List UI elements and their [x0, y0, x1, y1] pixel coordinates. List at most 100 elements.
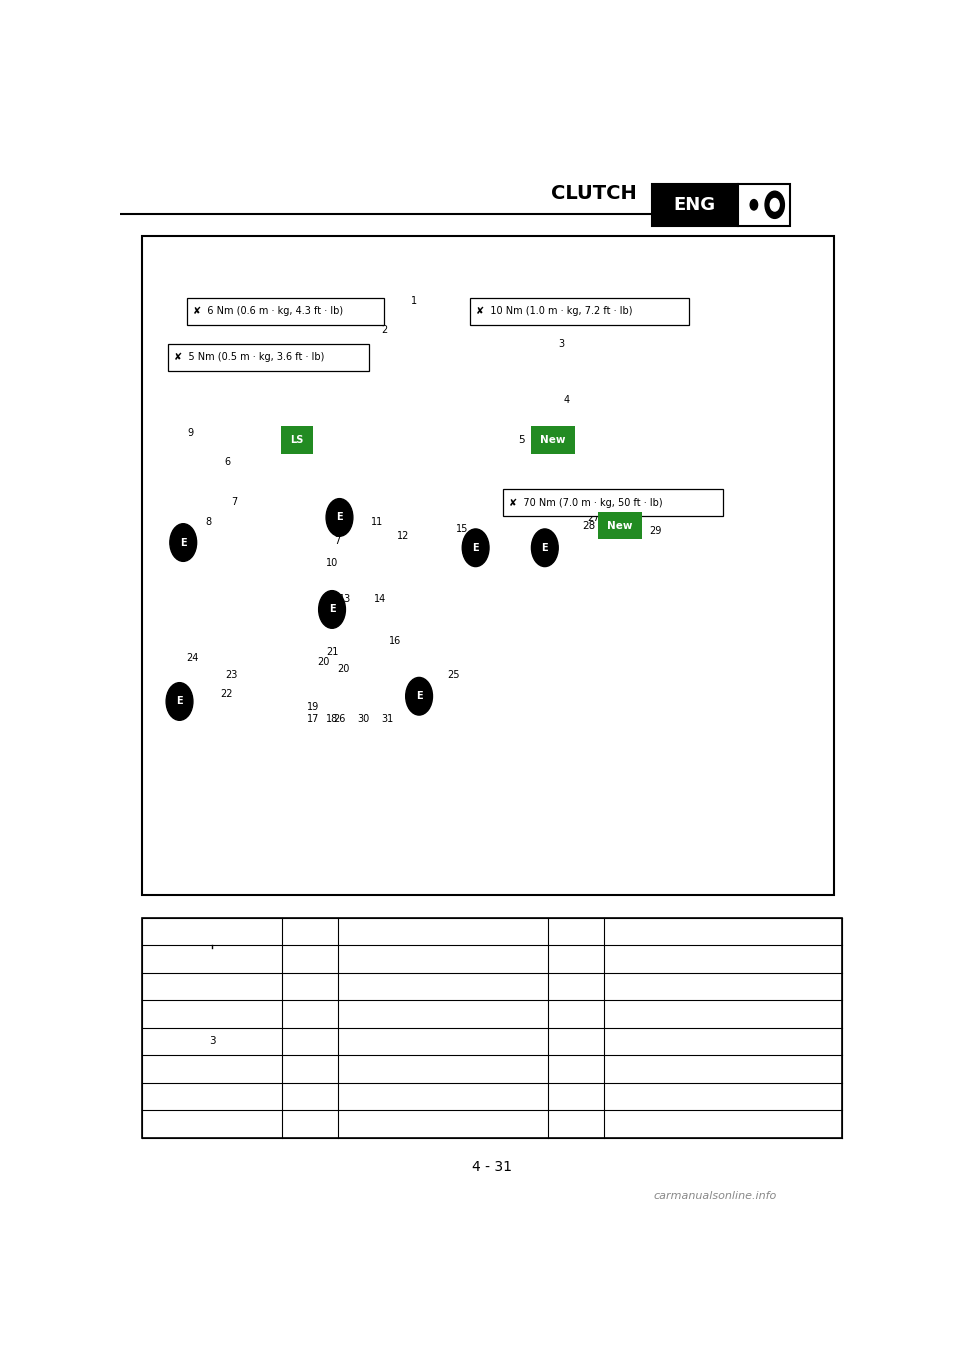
Text: 1: 1: [572, 1063, 579, 1074]
Circle shape: [463, 530, 489, 566]
Text: 19: 19: [307, 702, 320, 712]
Text: 21: 21: [325, 648, 338, 657]
Text: 31: 31: [382, 714, 394, 724]
Text: 23: 23: [226, 671, 238, 680]
Text: New: New: [540, 435, 565, 445]
Bar: [532, 426, 575, 454]
Bar: [142, 236, 834, 895]
Circle shape: [326, 498, 353, 536]
Text: 26: 26: [333, 714, 346, 724]
Text: 5: 5: [518, 435, 525, 445]
Circle shape: [319, 591, 346, 629]
Text: Washer: Washer: [344, 982, 383, 991]
Text: E: E: [328, 604, 335, 614]
Text: 27: 27: [303, 1009, 317, 1018]
Text: ✘  5 Nm (0.5 m · kg, 3.6 ft · lb): ✘ 5 Nm (0.5 m · kg, 3.6 ft · lb): [175, 353, 324, 363]
Text: Q'ty: Q'ty: [565, 926, 587, 937]
Text: Lock washer: Lock washer: [344, 1036, 409, 1047]
Text: 9: 9: [187, 428, 194, 437]
Text: E: E: [541, 543, 548, 553]
Text: ✘  10 Nm (1.0 m · kg, 7.2 ft · lb): ✘ 10 Nm (1.0 m · kg, 7.2 ft · lb): [475, 307, 632, 316]
Text: 16: 16: [389, 636, 401, 646]
Text: 25: 25: [303, 955, 317, 964]
Text: 4: 4: [564, 395, 569, 405]
Text: E: E: [180, 538, 186, 547]
Text: Primary driven gear nut: Primary driven gear nut: [344, 1009, 468, 1018]
Text: 1: 1: [572, 1092, 579, 1101]
Text: E: E: [416, 691, 422, 701]
Text: 1: 1: [572, 1119, 579, 1128]
Text: 3: 3: [209, 1036, 216, 1047]
Bar: [142, 918, 842, 1138]
Text: Primary drive gear: Primary drive gear: [344, 1092, 442, 1101]
Text: CLUTCH: CLUTCH: [551, 183, 637, 202]
Text: 18: 18: [325, 714, 338, 724]
Text: LS: LS: [290, 435, 303, 445]
Text: 20: 20: [318, 657, 330, 667]
Text: 3: 3: [558, 340, 564, 349]
Text: 17: 17: [307, 714, 320, 724]
Text: 13: 13: [339, 593, 351, 604]
Text: 29: 29: [650, 526, 661, 536]
Text: 1: 1: [572, 955, 579, 964]
Text: 1: 1: [572, 1036, 579, 1047]
Text: 6: 6: [225, 458, 231, 467]
Text: (3): (3): [327, 505, 341, 515]
Circle shape: [532, 530, 558, 566]
Bar: [503, 489, 723, 516]
Text: E: E: [336, 512, 343, 523]
Text: 1: 1: [572, 1009, 579, 1018]
Text: 20: 20: [337, 664, 349, 674]
Text: 31: 31: [303, 1119, 317, 1128]
Text: 8: 8: [205, 516, 211, 527]
Bar: [598, 512, 641, 539]
Text: 1: 1: [572, 982, 579, 991]
Text: ✘  70 Nm (7.0 m · kg, 50 ft · lb): ✘ 70 Nm (7.0 m · kg, 50 ft · lb): [509, 498, 662, 508]
Text: 10: 10: [325, 558, 338, 569]
Text: carmanualsonline.info: carmanualsonline.info: [654, 1191, 777, 1200]
Bar: [737, 183, 789, 225]
Text: 7: 7: [230, 497, 237, 507]
Text: 27: 27: [588, 513, 600, 523]
Text: 24: 24: [186, 653, 199, 663]
Text: 29: 29: [303, 1063, 317, 1074]
Text: 12: 12: [396, 531, 409, 542]
Text: Spring: Spring: [344, 955, 378, 964]
Text: 26: 26: [303, 982, 317, 991]
Text: 25: 25: [447, 671, 460, 680]
Text: ENG: ENG: [673, 196, 715, 213]
Bar: [168, 344, 370, 371]
Text: 1: 1: [411, 296, 417, 306]
Bar: [652, 183, 737, 225]
Text: 28: 28: [303, 1036, 317, 1047]
Text: 22: 22: [220, 689, 232, 699]
Bar: [469, 297, 689, 325]
Circle shape: [166, 683, 193, 720]
Text: 14: 14: [374, 593, 387, 604]
Bar: [280, 426, 313, 454]
Text: 2: 2: [381, 326, 387, 335]
Text: Extent of removal: Extent of removal: [166, 926, 259, 937]
Text: ✘  6 Nm (0.6 m · kg, 4.3 ft · lb): ✘ 6 Nm (0.6 m · kg, 4.3 ft · lb): [193, 307, 343, 316]
Text: Remarks: Remarks: [700, 926, 746, 937]
Text: 7: 7: [334, 536, 341, 546]
Text: Collar: Collar: [344, 1119, 374, 1128]
Text: 28: 28: [582, 521, 595, 531]
Circle shape: [170, 524, 197, 561]
Circle shape: [765, 191, 784, 219]
Circle shape: [750, 200, 757, 210]
Text: E: E: [177, 697, 182, 706]
Text: Primary driven gear: Primary driven gear: [344, 1063, 448, 1074]
Text: 4 - 31: 4 - 31: [472, 1160, 512, 1173]
Circle shape: [406, 678, 432, 716]
Text: 11: 11: [371, 516, 383, 527]
Text: Order: Order: [296, 926, 325, 937]
Text: Part name: Part name: [417, 926, 469, 937]
Text: 30: 30: [357, 714, 370, 724]
Circle shape: [770, 198, 780, 210]
Bar: [187, 297, 384, 325]
Text: E: E: [472, 543, 479, 553]
Text: 30: 30: [303, 1092, 317, 1101]
Text: 15: 15: [456, 524, 468, 534]
Text: New: New: [608, 521, 633, 531]
